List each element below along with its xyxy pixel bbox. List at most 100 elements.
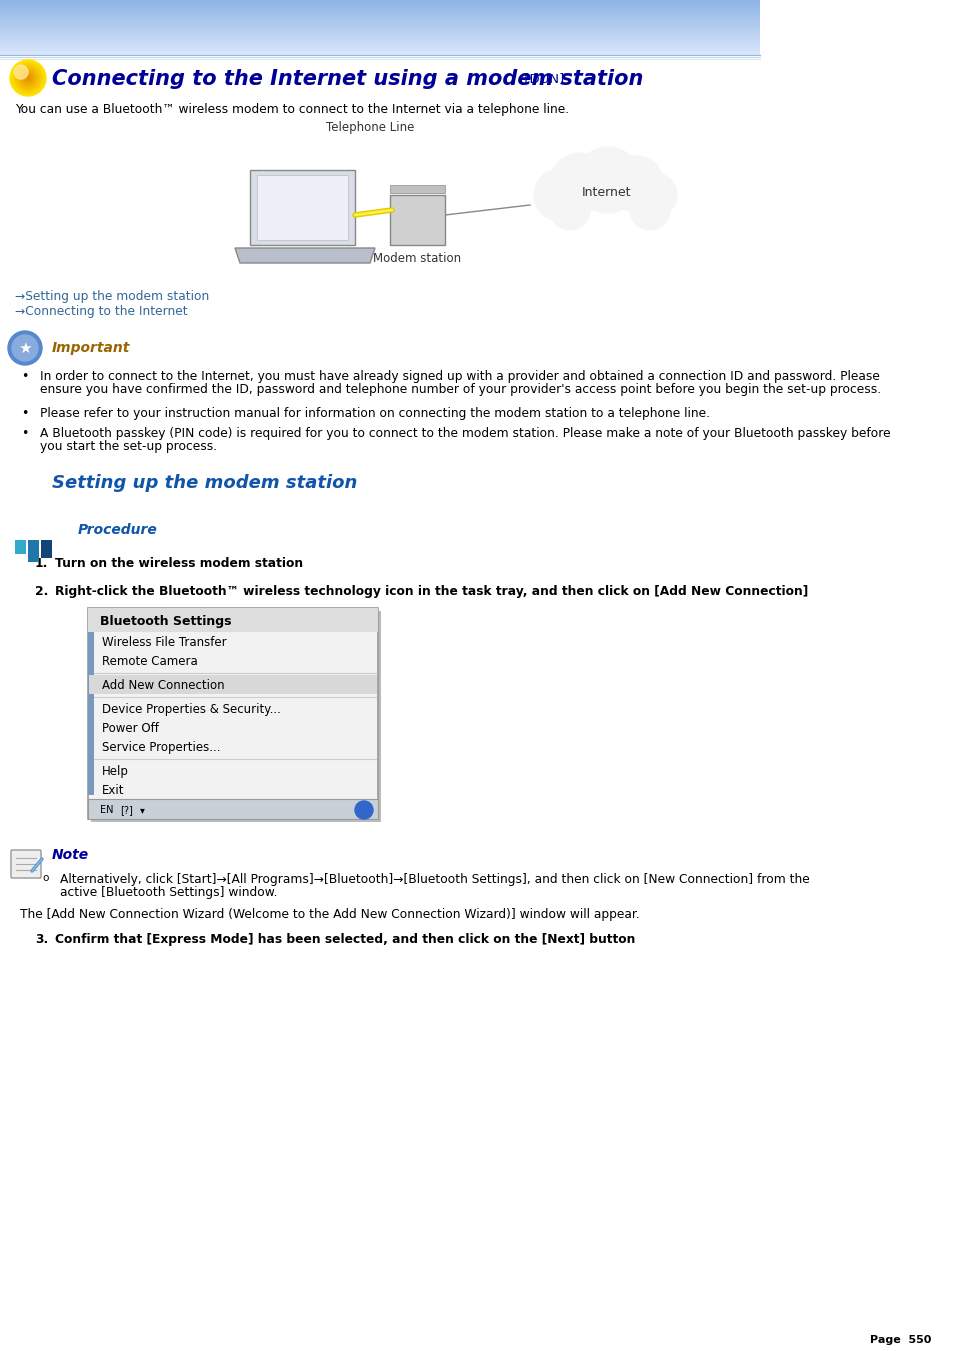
Bar	[0, 28, 760, 30]
Bar	[0, 9, 760, 11]
Text: In order to connect to the Internet, you must have already signed up with a prov: In order to connect to the Internet, you…	[40, 370, 879, 382]
Circle shape	[14, 65, 28, 78]
Bar	[0, 14, 760, 15]
Circle shape	[22, 72, 34, 84]
Bar	[0, 49, 760, 50]
Bar	[0, 30, 760, 31]
Text: Important: Important	[52, 340, 131, 355]
Text: [?]: [?]	[120, 805, 132, 815]
Bar	[88, 628, 94, 794]
Text: Please refer to your instruction manual for information on connecting the modem : Please refer to your instruction manual …	[40, 407, 709, 420]
Polygon shape	[390, 195, 444, 245]
Text: Bluetooth Settings: Bluetooth Settings	[100, 615, 232, 627]
Circle shape	[26, 76, 30, 80]
Circle shape	[10, 59, 46, 96]
Bar	[0, 46, 760, 47]
Circle shape	[21, 72, 35, 85]
Text: Help: Help	[102, 765, 129, 778]
Bar	[0, 4, 760, 5]
Text: You can use a Bluetooth™ wireless modem to connect to the Internet via a telepho: You can use a Bluetooth™ wireless modem …	[15, 103, 569, 116]
Bar	[0, 45, 760, 46]
Bar	[0, 5, 760, 7]
Circle shape	[18, 68, 38, 88]
Bar	[0, 5, 760, 7]
Polygon shape	[256, 176, 348, 240]
Text: Page  550: Page 550	[869, 1335, 930, 1346]
Bar	[0, 47, 760, 49]
Polygon shape	[250, 170, 355, 245]
Text: Exit: Exit	[102, 784, 125, 797]
Text: Right-click the Bluetooth™ wireless technology icon in the task tray, and then c: Right-click the Bluetooth™ wireless tech…	[55, 585, 807, 598]
Text: Alternatively, click [Start]→[All Programs]→[Bluetooth]→[Bluetooth Settings], an: Alternatively, click [Start]→[All Progra…	[60, 873, 809, 886]
Bar	[0, 8, 760, 9]
Circle shape	[27, 77, 29, 78]
Bar	[89, 676, 376, 694]
Circle shape	[607, 155, 663, 212]
Text: 3.: 3.	[35, 934, 49, 946]
Bar	[88, 798, 377, 819]
Circle shape	[12, 335, 38, 361]
Text: Note: Note	[52, 848, 89, 862]
Bar	[0, 51, 760, 53]
Circle shape	[14, 63, 42, 92]
Text: •: •	[21, 407, 29, 420]
Bar	[0, 18, 760, 19]
Text: Turn on the wireless modem station: Turn on the wireless modem station	[55, 557, 303, 570]
Circle shape	[575, 147, 640, 213]
Circle shape	[12, 62, 44, 95]
Circle shape	[17, 68, 39, 89]
Circle shape	[355, 801, 373, 819]
Bar	[0, 46, 760, 47]
Bar	[0, 15, 760, 16]
Bar	[0, 1, 760, 3]
Bar	[91, 611, 380, 821]
Bar	[0, 23, 760, 24]
Circle shape	[23, 73, 33, 82]
Text: Confirm that [Express Mode] has been selected, and then click on the [Next] butt: Confirm that [Express Mode] has been sel…	[55, 934, 635, 946]
Bar	[390, 185, 444, 193]
Bar	[0, 31, 760, 32]
Bar	[0, 35, 760, 36]
Bar	[0, 3, 760, 4]
Text: The [Add New Connection Wizard (Welcome to the Add New Connection Wizard)] windo: The [Add New Connection Wizard (Welcome …	[20, 908, 639, 921]
Text: Procedure: Procedure	[78, 523, 157, 536]
Bar	[0, 24, 760, 26]
Bar	[0, 20, 760, 22]
Text: •: •	[21, 370, 29, 382]
Bar	[0, 18, 760, 19]
Text: o: o	[42, 873, 49, 884]
Text: A Bluetooth passkey (PIN code) is required for you to connect to the modem stati: A Bluetooth passkey (PIN code) is requir…	[40, 427, 890, 440]
Bar	[0, 14, 760, 16]
Bar	[0, 39, 760, 41]
Bar	[0, 50, 760, 51]
Bar	[0, 19, 760, 20]
Bar	[0, 11, 760, 12]
Text: ▾: ▾	[140, 805, 145, 815]
Text: →Setting up the modem station: →Setting up the modem station	[15, 290, 209, 303]
Text: Add New Connection: Add New Connection	[102, 680, 224, 692]
Bar	[0, 36, 760, 38]
Bar	[0, 22, 760, 23]
Text: •: •	[21, 427, 29, 440]
Bar	[88, 608, 377, 819]
Bar	[41, 540, 52, 558]
Circle shape	[16, 66, 40, 91]
Bar	[0, 49, 760, 50]
Bar	[0, 32, 760, 34]
FancyBboxPatch shape	[11, 850, 41, 878]
Circle shape	[20, 70, 36, 86]
Bar	[0, 26, 760, 27]
Bar	[0, 27, 760, 28]
Text: Telephone Line: Telephone Line	[326, 122, 414, 135]
Text: EN: EN	[100, 805, 113, 815]
Text: ensure you have confirmed the ID, password and telephone number of your provider: ensure you have confirmed the ID, passwo…	[40, 382, 881, 396]
Polygon shape	[234, 249, 375, 263]
Bar	[0, 36, 760, 38]
Bar	[0, 26, 760, 27]
Text: 1.: 1.	[35, 557, 49, 570]
Circle shape	[24, 74, 32, 82]
Text: [DUN]: [DUN]	[519, 73, 563, 85]
Bar	[0, 51, 760, 53]
Circle shape	[534, 169, 585, 222]
Text: Modem station: Modem station	[373, 251, 460, 265]
